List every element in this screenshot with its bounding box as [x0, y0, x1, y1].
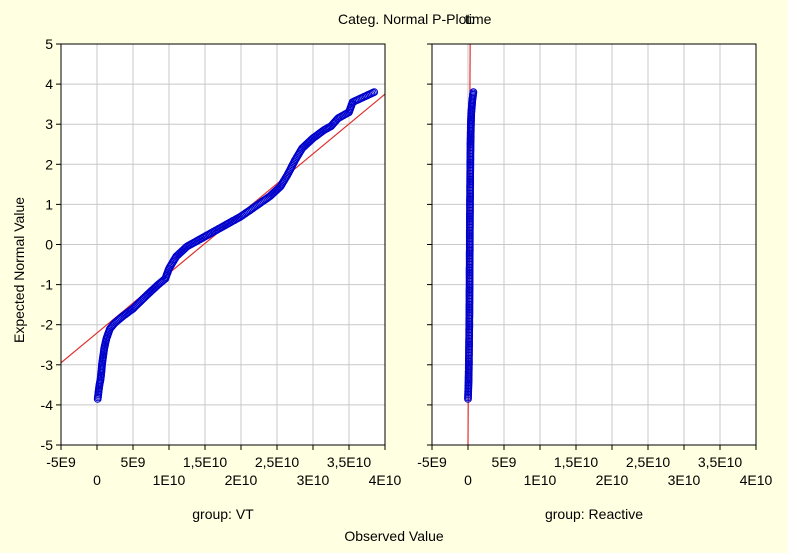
x-tick-label: 4E10 [740, 472, 773, 488]
x-tick-label: 0 [93, 472, 101, 488]
y-tick-label: -3 [41, 357, 54, 373]
data-point [246, 206, 255, 215]
y-tick-label: 4 [45, 76, 53, 92]
panel-2: -5E9 5E9 1,5E10 2,5E10 3,5E10 0 1E10 2E10 3E10 4E… [417, 43, 773, 522]
x-tick-label: 2,5E10 [255, 454, 300, 470]
x-tick-label: 2E10 [596, 472, 629, 488]
panel-1: -5E9 5E9 1,5E10 2,5E10 3,5E10 0 1E10 2E10 3E10 4E… [41, 36, 402, 522]
x-tick-label: 2E10 [225, 472, 258, 488]
data-point [245, 207, 253, 215]
y-tick-label: -1 [41, 277, 54, 293]
y-tick-label: -4 [41, 397, 54, 413]
panel-group-label: group: VT [192, 506, 254, 522]
x-tick-label: 3,5E10 [327, 454, 372, 470]
y-tick-label: 5 [45, 36, 53, 52]
y-tick-label: 3 [45, 116, 53, 132]
x-axis-label: Observed Value [344, 528, 444, 544]
chart-variable-name: time [465, 11, 492, 27]
x-tick-label: -5E9 [417, 454, 447, 470]
y-tick-label: -2 [41, 317, 54, 333]
chart-title: Categ. Normal P-Plot: [338, 11, 474, 27]
y-tick-label: 1 [45, 196, 53, 212]
y-tick-label: -5 [41, 437, 54, 453]
x-tick-label: 5E9 [121, 454, 146, 470]
x-tick-label: 2,5E10 [626, 454, 671, 470]
y-tick-label: 2 [45, 156, 53, 172]
x-tick-label: 4E10 [369, 472, 402, 488]
y-axis-label: Expected Normal Value [11, 197, 27, 343]
x-tick-label: -5E9 [46, 454, 76, 470]
x-tick-label: 1,5E10 [554, 454, 599, 470]
x-tick-label: 3E10 [297, 472, 330, 488]
x-tick-label: 1E10 [153, 472, 186, 488]
data-point [370, 88, 379, 97]
data-point [469, 88, 478, 97]
x-tick-label: 3,5E10 [698, 454, 743, 470]
x-tick-label: 3E10 [668, 472, 701, 488]
x-tick-label: 5E9 [492, 454, 517, 470]
x-tick-label: 1E10 [524, 472, 557, 488]
y-tick-label: 0 [45, 237, 53, 253]
panel-group-label: group: Reactive [545, 506, 643, 522]
plot-panels: -5E9 5E9 1,5E10 2,5E10 3,5E10 0 1E10 2E10 3E10 4E… [41, 36, 773, 522]
x-tick-label: 1,5E10 [183, 454, 228, 470]
data-point [255, 199, 264, 208]
x-tick-label: 0 [464, 472, 472, 488]
